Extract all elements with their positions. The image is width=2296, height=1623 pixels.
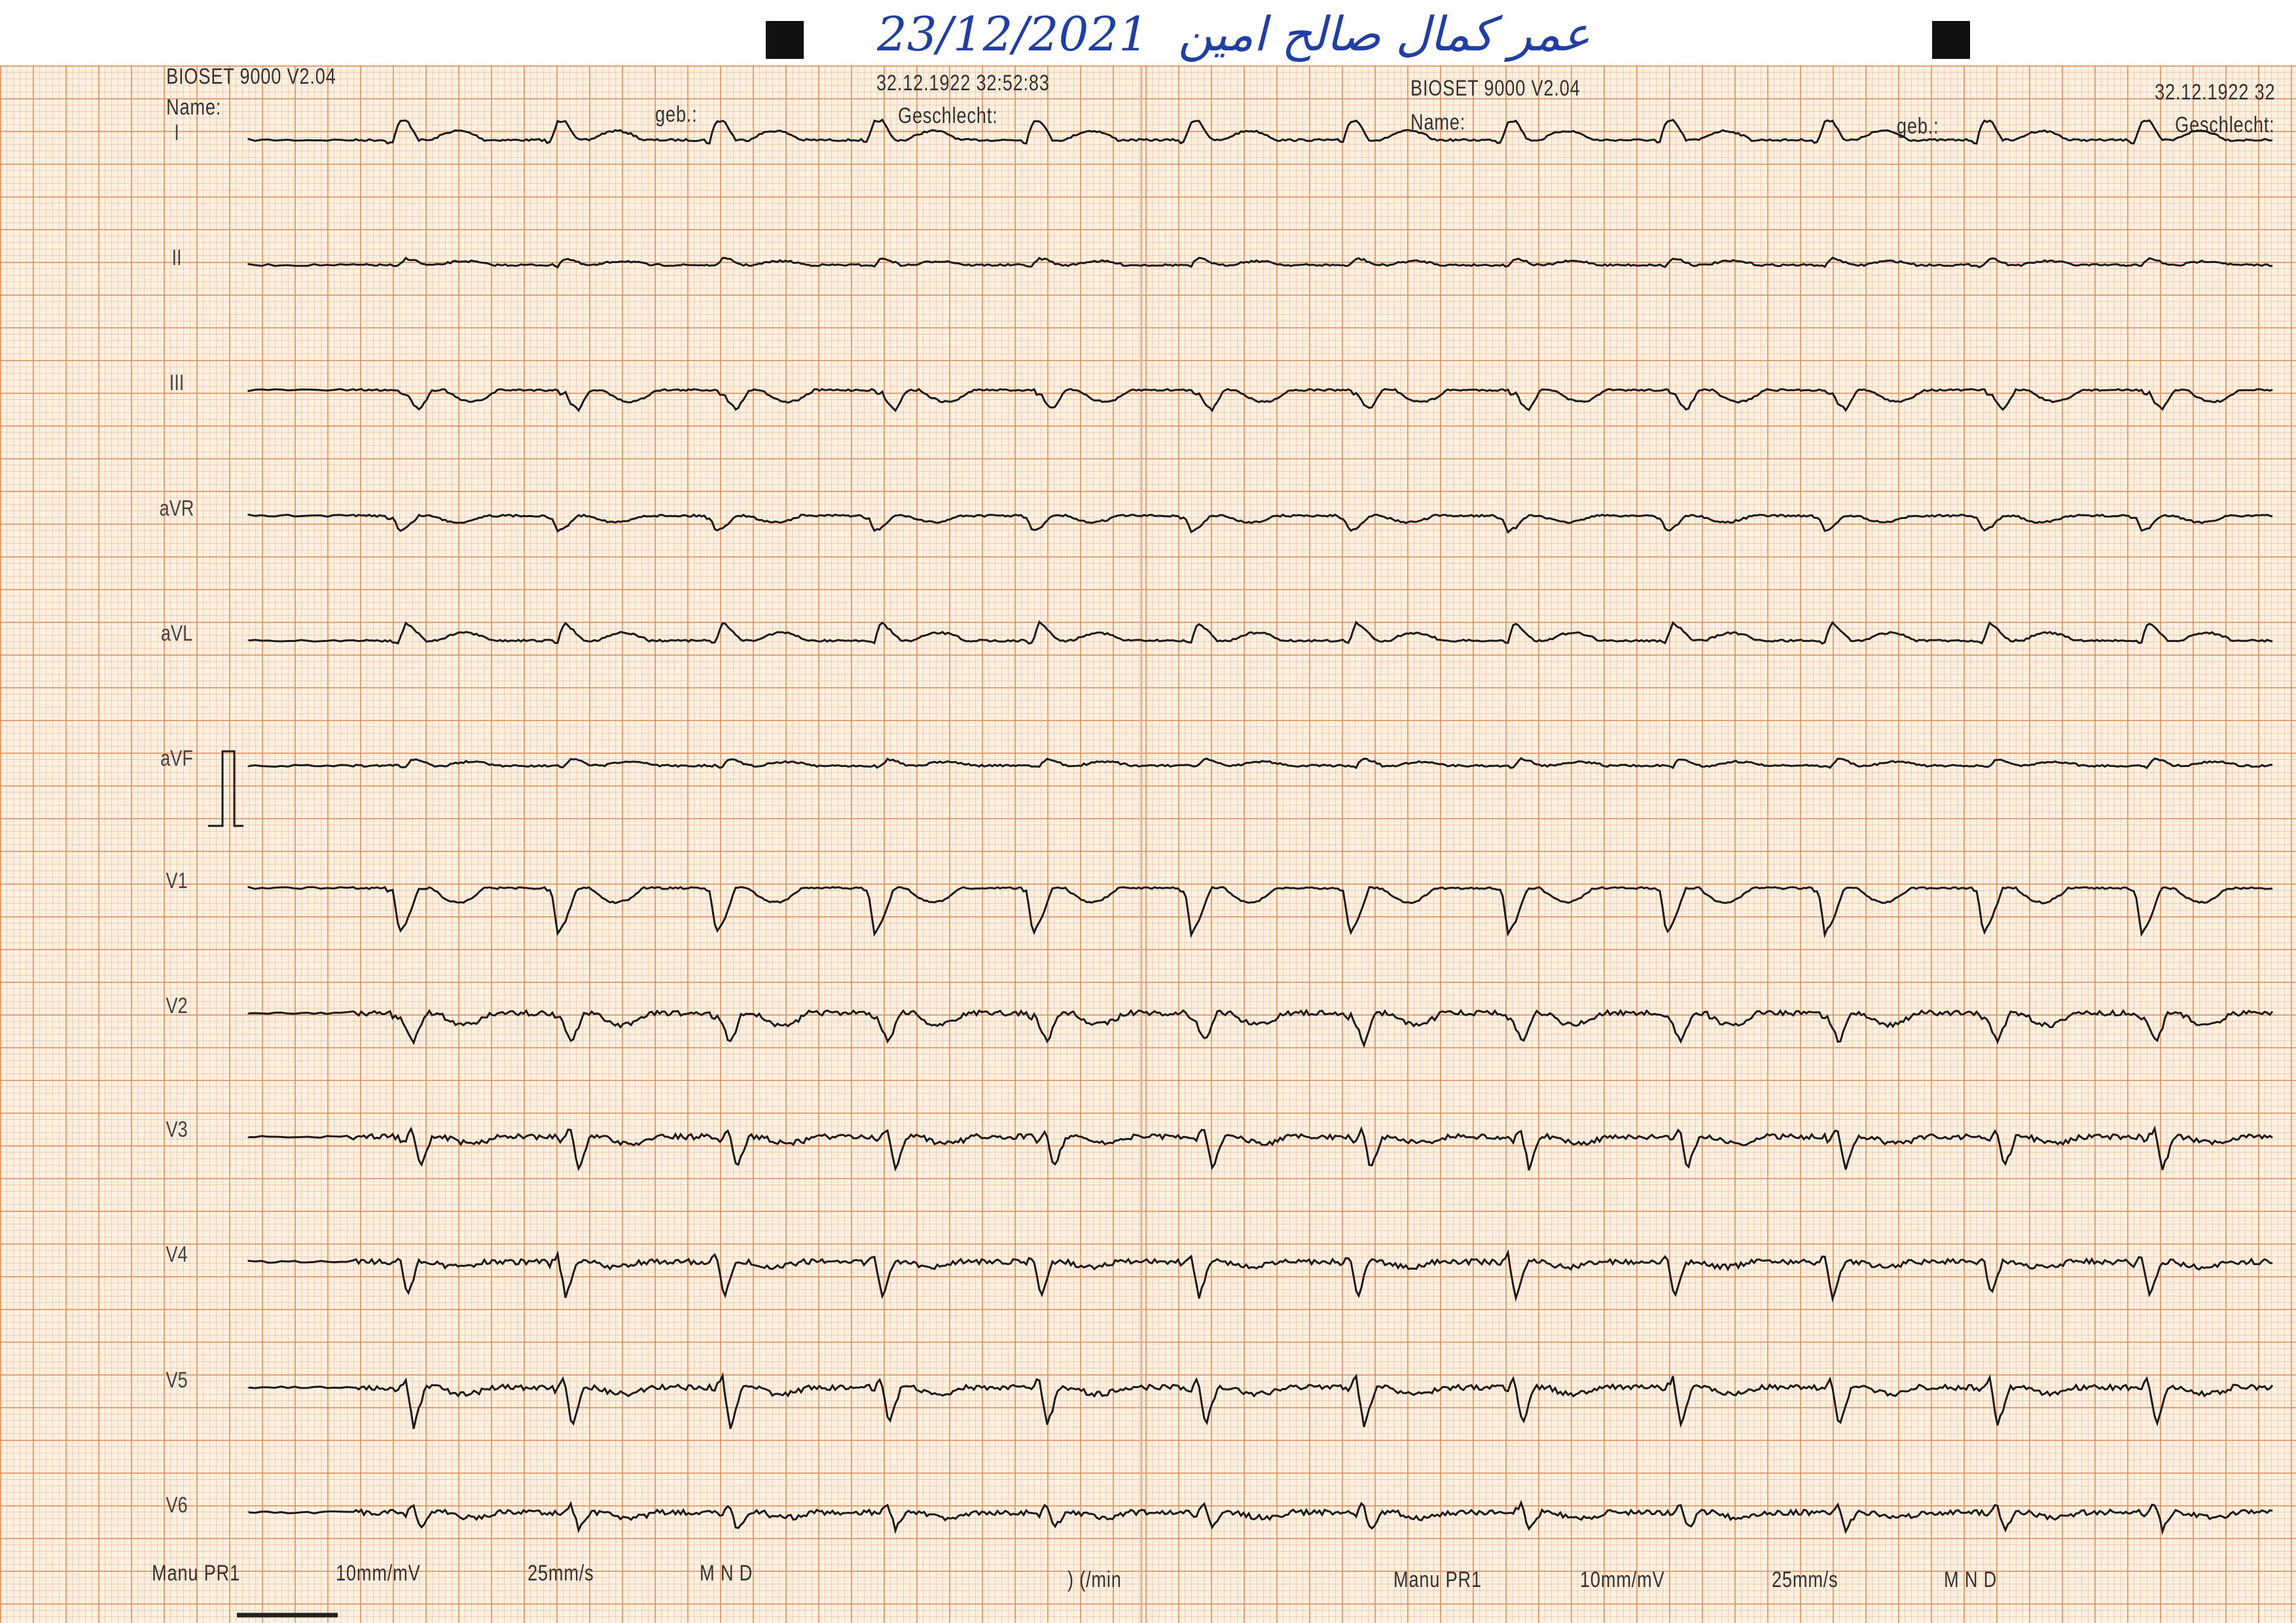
ecg-trace	[247, 1125, 2273, 1172]
device: BIOSET 9000 V2.04	[1410, 76, 1581, 101]
lead-label: V5	[166, 1368, 188, 1393]
ecg-trace	[247, 387, 2273, 412]
lead-label: V3	[166, 1117, 188, 1142]
ecg-trace	[247, 620, 2273, 645]
ecg-trace	[247, 1249, 2273, 1303]
gain: 10mm/mV	[1580, 1567, 1665, 1592]
lead-label: aVL	[160, 621, 193, 646]
filters: M N D	[700, 1561, 753, 1586]
speed: 25mm/s	[1772, 1567, 1839, 1592]
lead-label: V2	[166, 993, 188, 1018]
dob-label: geb.:	[1897, 114, 1939, 139]
lead-label: V6	[166, 1493, 188, 1518]
ecg-trace	[247, 757, 2273, 770]
ecg-trace	[247, 885, 2273, 939]
ecg-trace	[247, 1372, 2274, 1429]
handwritten-date: 23/12/2021	[877, 7, 1149, 62]
filters: M N D	[1944, 1567, 1998, 1592]
ecg-trace	[247, 1499, 2273, 1535]
name-label: Name:	[1410, 110, 1466, 135]
gain: 10mm/mV	[336, 1561, 421, 1586]
calibration-pulse	[208, 750, 243, 827]
rate: ) (/min	[1067, 1567, 1122, 1592]
device: BIOSET 9000 V2.04	[166, 64, 336, 89]
sex-label: Geschlecht:	[898, 103, 998, 128]
ecg-trace	[247, 513, 2273, 534]
name-label: Name:	[166, 95, 222, 120]
lead-label: V1	[166, 868, 188, 893]
ecg-trace	[247, 256, 2273, 269]
dob-label: geb.:	[655, 102, 698, 127]
lead-label: III	[169, 370, 185, 395]
ecg-trace	[247, 118, 2273, 145]
timestamp: 32.12.1922 32	[2154, 80, 2275, 105]
lead-label: V4	[166, 1242, 188, 1267]
timestamp: 32.12.1922 32:52:83	[876, 71, 1050, 96]
ecg-trace	[247, 1008, 2274, 1048]
lead-label: aVR	[159, 496, 194, 521]
speed: 25mm/s	[528, 1561, 594, 1586]
ecg-paper	[0, 65, 2296, 1623]
lead-label: II	[171, 245, 182, 270]
lead-label: aVF	[160, 746, 193, 771]
sex-label: Geschlecht:	[2175, 113, 2275, 137]
marker	[1932, 21, 1970, 59]
mode: Manu PR1	[1393, 1567, 1482, 1592]
lead-label: I	[174, 120, 179, 145]
handwritten-name: عمر كمال صالح امين	[1178, 7, 1590, 62]
marker	[766, 21, 804, 59]
mode: Manu PR1	[152, 1561, 240, 1586]
